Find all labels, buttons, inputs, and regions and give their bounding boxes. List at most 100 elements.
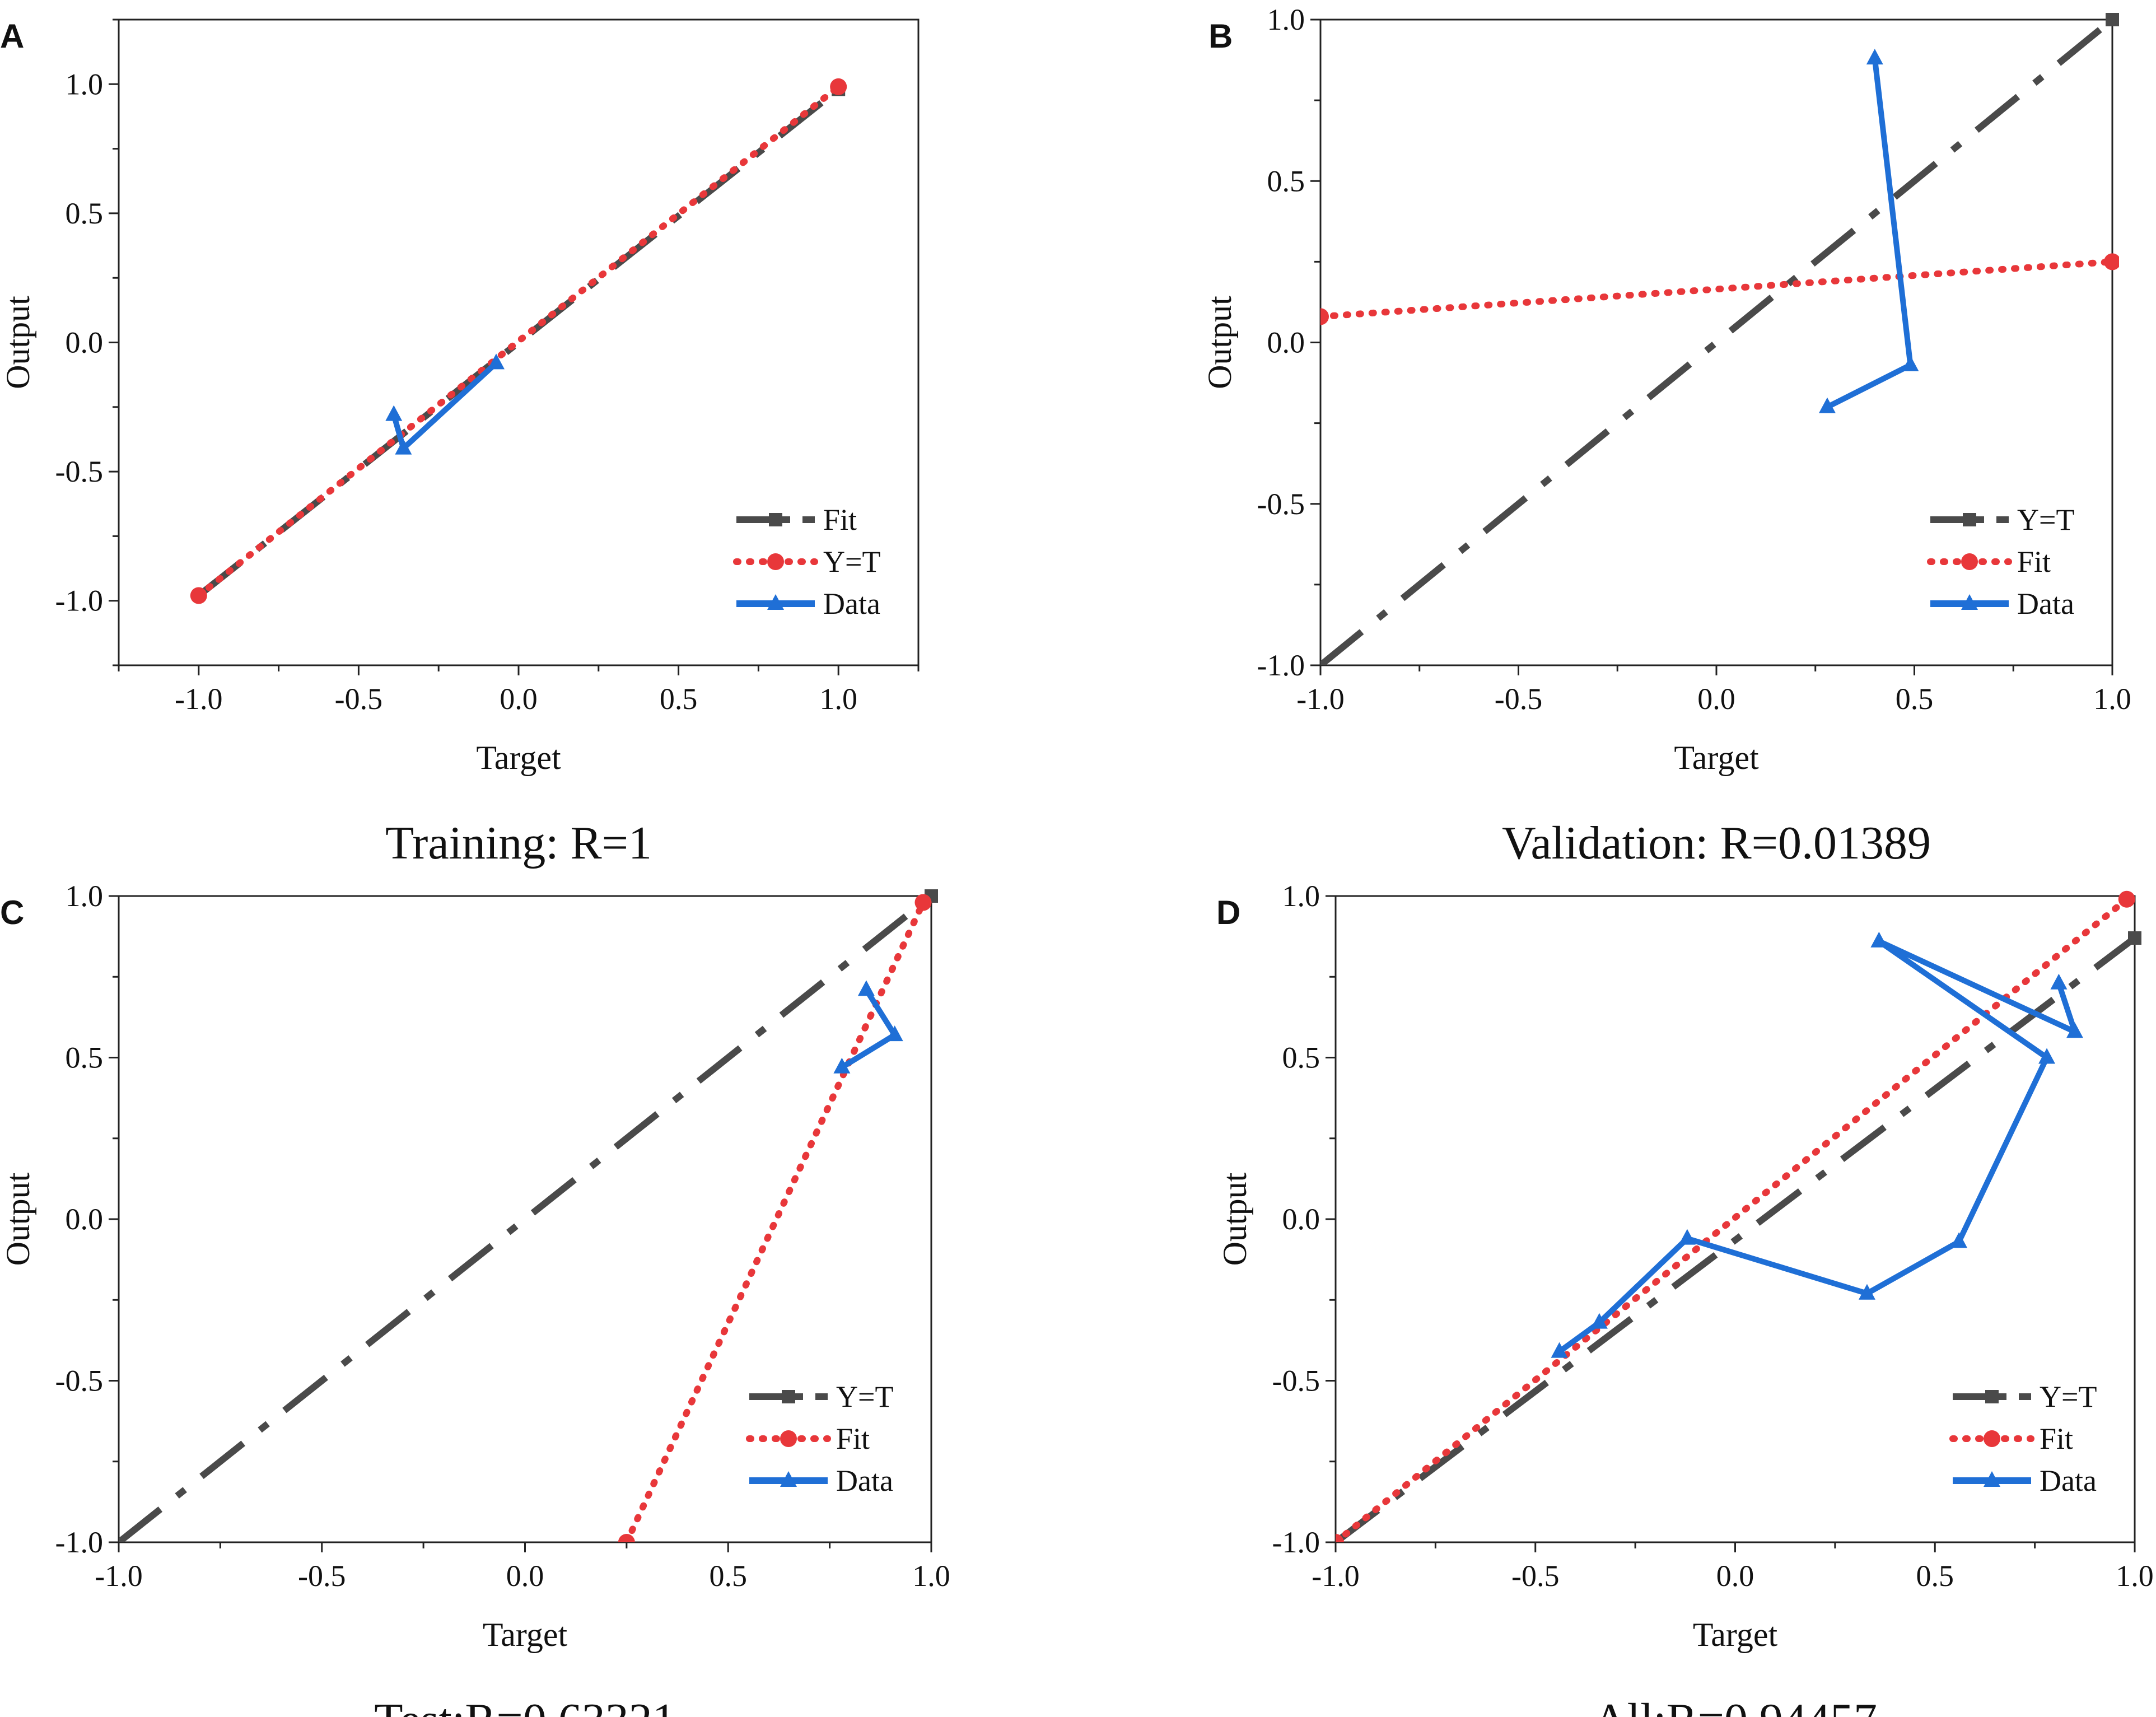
plot-area: [119, 889, 938, 1542]
panel-letter: C: [0, 894, 24, 931]
plot-area: [1336, 890, 2141, 1542]
legend-marker: [780, 1430, 797, 1447]
y-tick-label: -1.0: [55, 584, 103, 618]
legend-label: Fit: [823, 503, 857, 536]
chart-panel-c: C -1.0 -0.5 0.0 0.5 1.0 -1.0 -0.5 0.0 0.5 1.0 Targe…: [0, 879, 950, 1717]
plot-area: [1320, 13, 2119, 665]
legend-label: Data: [2017, 587, 2074, 620]
legend-marker: [782, 1390, 795, 1403]
series-point: [2038, 1048, 2056, 1064]
chart-panel-d: D -1.0 -0.5 0.0 0.5 1.0 -1.0 -0.5 0.0 0.5 1.0 Targe…: [1216, 879, 2154, 1717]
panel-letter: A: [0, 17, 24, 55]
legend-marker: [767, 553, 784, 570]
series-line-y-t: [1336, 935, 2137, 1542]
legend-label: Fit: [836, 1422, 870, 1455]
x-tick-label: 0.5: [1896, 682, 1934, 716]
series-point: [1950, 1232, 1968, 1248]
legend-marker: [780, 1471, 797, 1487]
legend-label: Fit: [2040, 1422, 2073, 1455]
series-point: [2050, 973, 2068, 990]
y-tick-label: 0.0: [66, 326, 104, 360]
x-tick-label: 1.0: [2093, 682, 2131, 716]
series-line-fit: [623, 899, 927, 1542]
x-tick-label: 0.5: [710, 1559, 748, 1593]
y-tick-label: 1.0: [1267, 3, 1305, 36]
panel-caption: All:R=0.94457: [1593, 1694, 1877, 1717]
series-point: [2128, 931, 2141, 945]
panels: A -1.0 -0.5 0.0 0.5 1.0 -1.0 -0.5 0.0 0.5 1.0 Targe…: [0, 3, 2154, 1717]
series-point: [1902, 355, 1919, 371]
y-tick-label: -1.0: [55, 1525, 103, 1559]
x-tick-label: -0.5: [1495, 682, 1542, 716]
y-tick-label: 0.0: [1282, 1202, 1320, 1236]
panel-letter: D: [1216, 894, 1240, 931]
legend-label: Y=T: [836, 1380, 893, 1413]
y-axis-label: Output: [0, 296, 36, 389]
legend-label: Data: [823, 587, 880, 620]
legend-label: Y=T: [2017, 503, 2074, 536]
series-point: [395, 438, 412, 455]
series-point: [1870, 931, 1888, 948]
series-point: [1551, 1342, 1568, 1358]
x-tick-label: 0.5: [1916, 1559, 1954, 1593]
y-axis-label: Output: [1201, 296, 1238, 389]
legend-marker: [769, 513, 782, 526]
x-tick-label: -1.0: [1296, 682, 1344, 716]
x-axis-label: Target: [483, 1616, 568, 1653]
series-point: [2118, 890, 2135, 908]
series-point: [618, 1534, 635, 1542]
x-tick-label: -1.0: [95, 1559, 142, 1593]
y-tick-label: 1.0: [1282, 879, 1320, 913]
x-tick-label: 0.0: [1716, 1559, 1754, 1593]
panel-caption: Training: R=1: [385, 817, 652, 869]
y-tick-label: -0.5: [1272, 1364, 1320, 1398]
y-tick-label: -1.0: [1257, 648, 1305, 682]
panel-caption: Validation: R=0.01389: [1502, 817, 1931, 869]
y-tick-label: -0.5: [1257, 487, 1305, 521]
series-point: [1590, 1313, 1608, 1329]
series-point: [2106, 13, 2119, 26]
chart-panel-b: B -1.0 -0.5 0.0 0.5 1.0 -1.0 -0.5 0.0 0.5 1.0 Targe…: [1201, 3, 2131, 869]
legend-label: Data: [2040, 1464, 2097, 1497]
y-axis-label: Output: [0, 1172, 36, 1266]
legend-label: Y=T: [823, 545, 880, 578]
x-tick-label: -1.0: [175, 682, 222, 716]
plot-area: [190, 78, 847, 604]
series-line-y-t: [119, 893, 934, 1542]
series-line-fit: [1336, 895, 2130, 1542]
y-tick-label: -0.5: [55, 1364, 103, 1398]
y-axis-label: Output: [1216, 1172, 1253, 1266]
legend-label: Data: [836, 1464, 893, 1497]
series-point: [1866, 49, 1883, 65]
series-point: [2066, 1022, 2083, 1038]
series-point: [833, 1057, 851, 1074]
x-tick-label: -0.5: [298, 1559, 346, 1593]
series-point: [1678, 1229, 1696, 1245]
legend-label: Y=T: [2040, 1380, 2097, 1413]
series-point: [1320, 308, 1329, 325]
y-tick-label: 0.5: [66, 1041, 104, 1075]
series-line-y-t: [195, 83, 842, 599]
y-tick-label: 0.5: [1267, 164, 1305, 198]
legend-marker: [1961, 594, 1978, 610]
panel-caption: Test:R=0.63321: [374, 1694, 676, 1717]
x-tick-label: 0.0: [500, 682, 538, 716]
x-axis-label: Target: [1674, 739, 1759, 776]
x-tick-label: 0.0: [1697, 682, 1735, 716]
legend-label: Fit: [2017, 545, 2051, 578]
y-tick-label: 0.0: [1267, 326, 1305, 360]
series-point: [190, 587, 207, 604]
y-tick-label: 0.0: [66, 1202, 104, 1236]
y-tick-label: 0.5: [1282, 1041, 1320, 1075]
legend-marker: [1984, 1430, 2000, 1447]
series-point: [1818, 397, 1836, 413]
series-point: [2104, 253, 2119, 270]
x-tick-label: -1.0: [1312, 1559, 1359, 1593]
series-point: [1858, 1284, 1875, 1300]
x-axis-label: Target: [1693, 1616, 1778, 1653]
series-point: [385, 405, 403, 421]
legend-marker: [1961, 553, 1978, 570]
legend-marker: [1985, 1390, 1999, 1403]
legend-marker: [767, 594, 784, 610]
series-point: [857, 980, 875, 996]
